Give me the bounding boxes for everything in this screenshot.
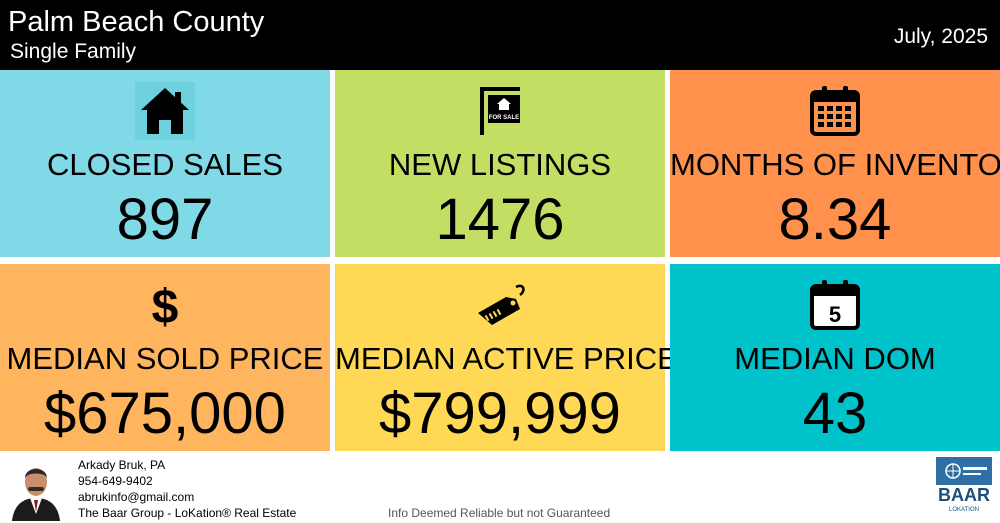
agent-contact: Arkady Bruk, PA 954-649-9402 abrukinfo@g… (78, 457, 296, 521)
report-date: July, 2025 (893, 25, 988, 48)
baar-group-logo: BAAR LOKATION (933, 455, 995, 521)
page-subtitle: Single Family (10, 40, 137, 63)
median-sold-price-value: $675,000 (44, 381, 286, 446)
median-sold-price-label: MEDIAN SOLD PRICE (6, 341, 324, 376)
for-sale-text: FOR SALE (489, 115, 519, 121)
tile-months-of-inventory: MONTHS OF INVENTORY 8.34 (670, 70, 1000, 257)
tile-median-active-price: MEDIAN ACTIVE PRICE $799,999 (335, 264, 678, 451)
months-of-inventory-label: MONTHS OF INVENTORY (670, 147, 1000, 182)
agent-email[interactable]: abrukinfo@gmail.com (78, 490, 195, 504)
page-title: Palm Beach County (8, 6, 265, 38)
price-tag-icon (335, 277, 665, 333)
calendar-day-icon: 5 (670, 277, 1000, 333)
header-bar: Palm Beach County Single Family July, 20… (0, 0, 1000, 70)
tile-median-sold-price: $ MEDIAN SOLD PRICE $675,000 (0, 264, 330, 451)
for-sale-sign-icon: FOR SALE (335, 83, 665, 139)
tile-median-dom: 5 MEDIAN DOM 43 (670, 264, 1000, 451)
median-dom-value: 43 (802, 381, 868, 446)
new-listings-label: NEW LISTINGS (388, 147, 612, 182)
months-of-inventory-value: 8.34 (778, 187, 892, 252)
agent-avatar (6, 456, 66, 521)
dollar-glyph: $ (152, 281, 179, 331)
new-listings-value: 1476 (435, 187, 565, 252)
tile-new-listings: FOR SALE NEW LISTINGS 1476 (335, 70, 665, 257)
agent-company: The Baar Group - LoKation® Real Estate (78, 506, 297, 520)
stats-grid: CLOSED SALES 897 FOR SALE NEW LISTINGS 1… (0, 70, 1000, 454)
agent-phone[interactable]: 954-649-9402 (78, 474, 153, 488)
median-dom-label: MEDIAN DOM (734, 341, 936, 376)
house-icon (0, 82, 330, 140)
logo-text: BAAR (938, 485, 990, 505)
calendar-grid-icon (670, 83, 1000, 139)
closed-sales-label: CLOSED SALES (46, 147, 284, 182)
logo-subtext: LOKATION (949, 507, 979, 513)
median-active-price-label: MEDIAN ACTIVE PRICE (335, 341, 678, 376)
closed-sales-value: 897 (116, 187, 214, 252)
calendar-day-number: 5 (829, 302, 841, 327)
footer: Arkady Bruk, PA 954-649-9402 abrukinfo@g… (0, 454, 1000, 523)
agent-name: Arkady Bruk, PA (78, 458, 166, 472)
tile-closed-sales: CLOSED SALES 897 (0, 70, 330, 257)
disclaimer: Info Deemed Reliable but not Guaranteed (388, 506, 611, 520)
median-active-price-value: $799,999 (379, 381, 621, 446)
dollar-icon: $ (0, 277, 330, 333)
